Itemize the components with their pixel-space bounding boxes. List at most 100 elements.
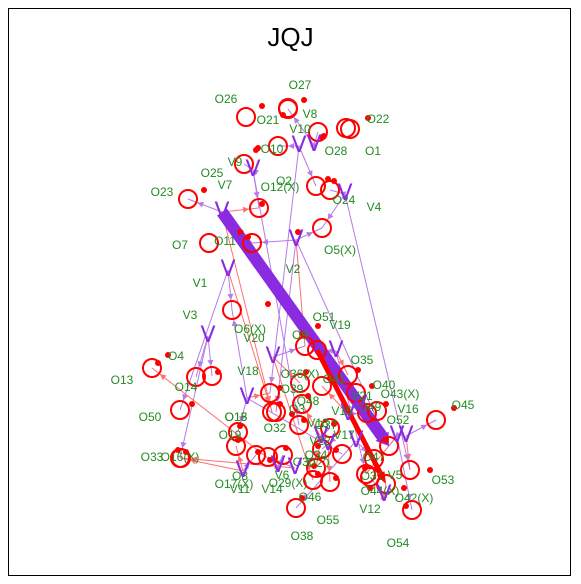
o-node-label: O45 — [452, 398, 475, 412]
v-node-label: V4 — [367, 200, 382, 214]
o-node-dot — [165, 352, 171, 358]
edge-line — [295, 239, 390, 447]
v-node-symbol: V — [200, 323, 215, 348]
o-node-circle — [346, 383, 366, 403]
o-node-dot — [315, 471, 321, 477]
o-node-dot — [315, 443, 321, 449]
o-node-dot — [383, 437, 389, 443]
v-node-label: V10 — [289, 122, 311, 136]
o-node-circle — [290, 373, 310, 393]
o-node-circle — [202, 366, 222, 386]
o-node-circle — [260, 383, 280, 403]
edge-arrowhead — [405, 493, 412, 501]
v-node-label: V2 — [286, 262, 301, 276]
o-node-dot — [333, 447, 339, 453]
v-node-label: V17 — [333, 428, 355, 442]
o-node-label: O6(X) — [234, 322, 266, 336]
edge-arrowhead — [293, 117, 300, 124]
o-node-circle — [242, 233, 262, 253]
edge-arrowhead — [207, 359, 214, 367]
o-node-label: O42(X) — [395, 491, 434, 505]
o-node-label: O10 — [261, 142, 284, 156]
v-node-symbol: V — [214, 199, 229, 224]
o-node-dot — [235, 437, 241, 443]
o-node-label: O1 — [365, 144, 381, 158]
v-node-label: V16 — [397, 402, 419, 416]
graph-title: JQJ — [267, 22, 314, 52]
o-node-label: O16(X) — [161, 450, 200, 464]
o-node-label: O9 — [292, 328, 308, 342]
o-node-label: O12(X) — [261, 180, 300, 194]
o-node-dot — [365, 449, 371, 455]
o-node-circle — [273, 445, 293, 465]
edge-arrowhead — [288, 348, 296, 355]
edge-line — [269, 145, 300, 394]
edge-arrowhead — [380, 493, 387, 501]
o-node-label: O52 — [387, 413, 410, 427]
o-node-dot — [295, 229, 301, 235]
o-node-dot — [245, 234, 251, 240]
o-node-dot — [321, 133, 327, 139]
o-node-circle — [246, 445, 266, 465]
edge-arrowhead — [180, 441, 187, 449]
edge-arrowhead — [327, 213, 334, 220]
o-node-circle — [142, 358, 162, 378]
o-node-circle — [199, 233, 219, 253]
edge-arrowhead — [360, 445, 367, 452]
o-node-label: O55 — [317, 513, 340, 527]
o-node-circle — [170, 400, 190, 420]
o-node-label: O43(X) — [381, 387, 420, 401]
edge-arrowhead — [197, 201, 205, 208]
o-node-circle — [338, 365, 358, 385]
o-node-label: O44(X) — [361, 484, 400, 498]
o-node-circle — [332, 444, 352, 464]
o-node-label: O33 — [141, 450, 164, 464]
o-node-circle — [268, 136, 288, 156]
edge-arrowhead — [420, 424, 428, 431]
v-node-label: V14 — [261, 482, 283, 496]
o-node-circle — [306, 458, 326, 478]
v-node-symbol: V — [337, 181, 352, 206]
o-node-circle — [289, 415, 309, 435]
v-node-label: V12 — [359, 502, 381, 516]
edge-arrowhead — [359, 457, 366, 465]
o-node-circle — [234, 154, 254, 174]
o-node-label: O24 — [333, 193, 356, 207]
v-node-symbol: V — [352, 392, 367, 417]
o-node-label: O27 — [289, 78, 312, 92]
o-node-dot — [253, 147, 259, 153]
o-node-dot — [451, 405, 457, 411]
edge-arrowhead — [231, 319, 238, 327]
o-node-dot — [255, 449, 261, 455]
v-node-symbol: V — [306, 132, 321, 157]
o-node-circle — [292, 394, 312, 414]
o-node-label: O21 — [257, 113, 280, 127]
o-node-dot — [355, 367, 361, 373]
v-node-label: V1 — [193, 276, 208, 290]
edge-arrowhead — [261, 238, 269, 245]
v-node-label: V20 — [243, 331, 265, 345]
o-node-label: O22 — [367, 112, 390, 126]
o-node-dot — [369, 383, 375, 389]
edge-arrowhead — [326, 347, 334, 354]
o-node-dot — [301, 97, 307, 103]
o-node-dot — [265, 301, 271, 307]
o-node-circle — [320, 180, 340, 200]
edge-arrowhead — [253, 393, 261, 400]
edge-arrowhead — [306, 170, 313, 177]
o-node-label: O49 — [359, 400, 382, 414]
o-node-dot — [237, 423, 243, 429]
edge-arrowhead — [252, 169, 259, 176]
edge-line — [227, 269, 233, 311]
edge-line — [187, 198, 223, 213]
o-node-label: O48 — [297, 394, 320, 408]
edge-arrowhead — [403, 453, 410, 461]
o-node-circle — [222, 300, 242, 320]
v-node-label: V7 — [218, 178, 233, 192]
o-node-label: O32 — [264, 421, 287, 435]
o-node-circle — [367, 401, 387, 421]
o-node-circle — [320, 418, 340, 438]
o-node-dot — [277, 385, 283, 391]
edge-arrowhead — [159, 374, 167, 381]
